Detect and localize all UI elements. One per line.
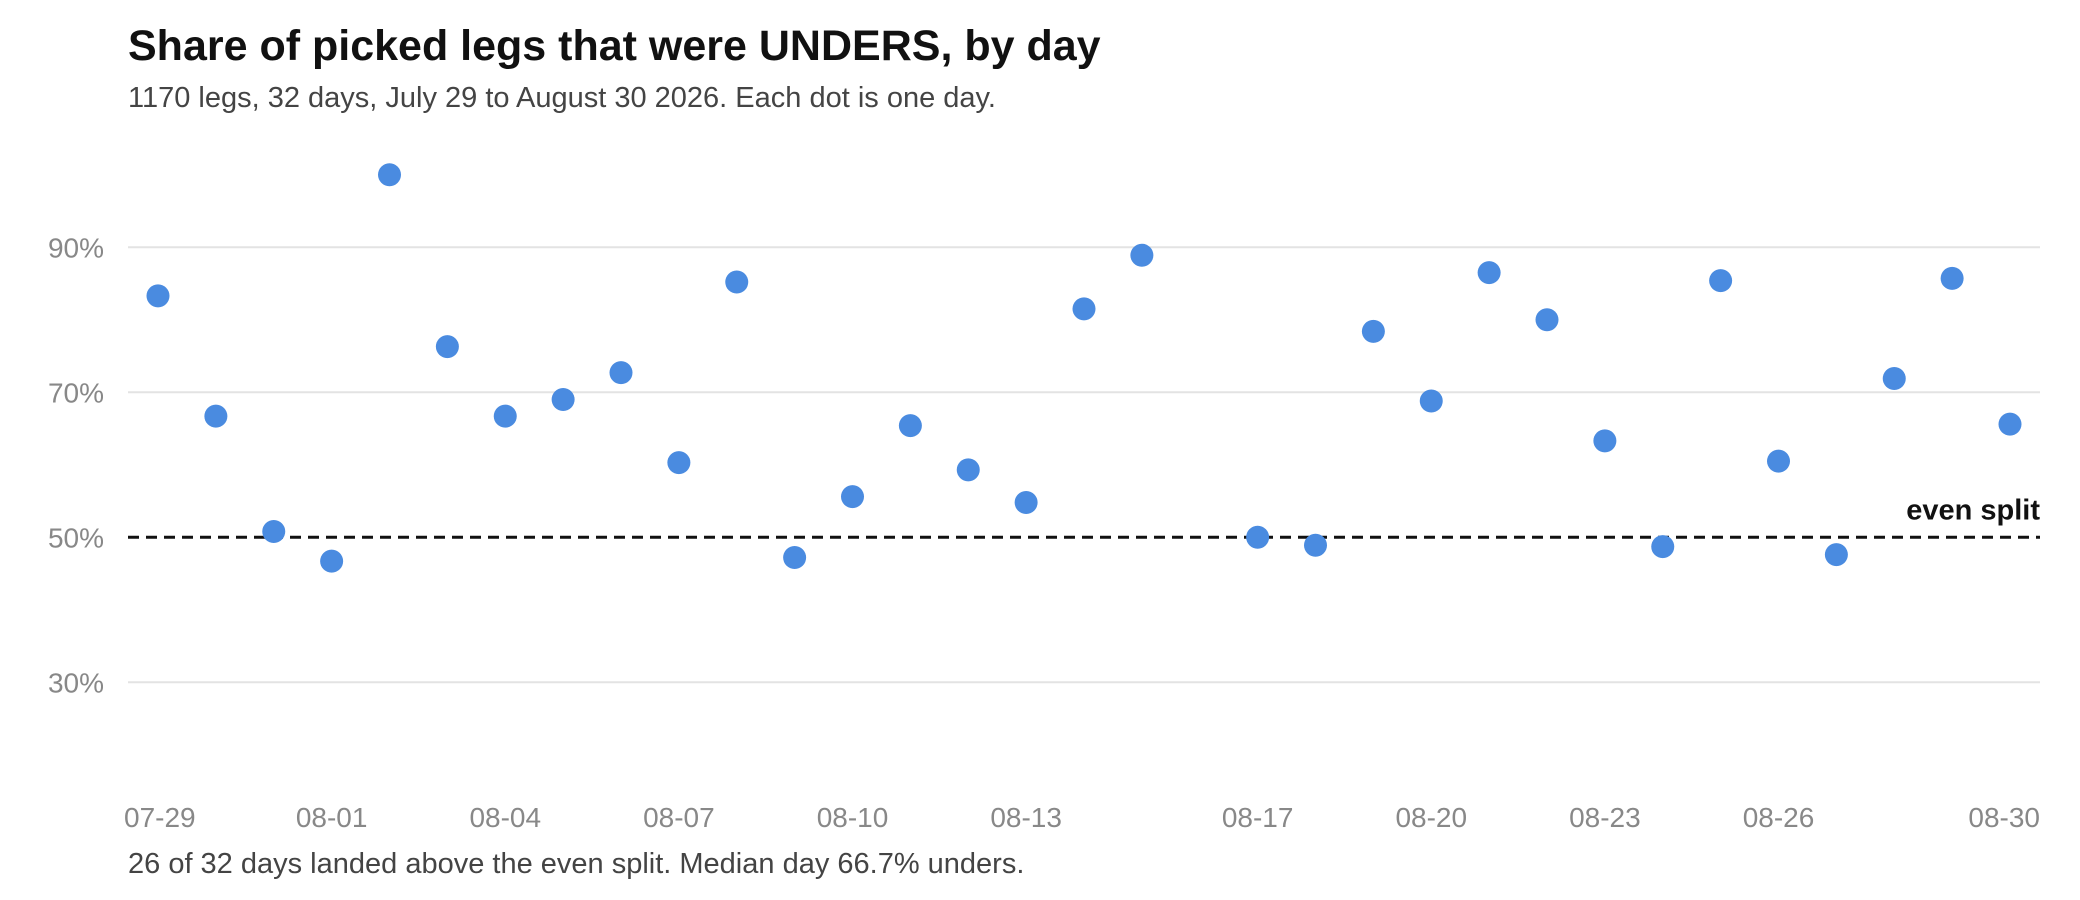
data-point: [262, 519, 286, 543]
data-point: [898, 414, 922, 438]
data-point: [725, 270, 749, 294]
data-point: [1477, 261, 1501, 285]
data-point: [1824, 543, 1848, 567]
data-point: [1998, 412, 2022, 436]
data-point: [146, 284, 170, 308]
gridlines: [128, 246, 2040, 684]
data-point: [841, 485, 864, 509]
reference-line-group: even split: [128, 494, 2040, 539]
chart-title: Share of picked legs that were UNDERS, b…: [128, 22, 1101, 70]
x-tick-label: 08-13: [990, 802, 1062, 833]
data-point: [1130, 243, 1154, 267]
x-tick-label: 08-01: [296, 802, 368, 833]
even-split-label: even split: [1906, 494, 2040, 526]
x-axis-ticks: 07-29 08-01 08-04 08-07 08-10 08-13 08-17 08-20…: [124, 802, 2040, 833]
data-point: [378, 163, 401, 187]
x-tick-label: 08-30: [1968, 802, 2040, 833]
data-point: [667, 451, 691, 475]
x-tick-label: 08-26: [1743, 802, 1815, 833]
y-tick-label: 90%: [48, 232, 104, 263]
data-point: [1014, 490, 1038, 514]
data-point: [1593, 429, 1617, 453]
data-point: [320, 549, 344, 573]
data-point: [1767, 449, 1790, 473]
data-point: [204, 404, 228, 428]
data-point: [1419, 389, 1443, 413]
y-tick-label: 50%: [48, 522, 104, 553]
x-tick-label: 08-10: [817, 802, 889, 833]
data-point: [783, 546, 807, 570]
x-tick-label: 08-20: [1395, 802, 1467, 833]
data-point: [1304, 533, 1327, 557]
data-point: [956, 458, 980, 482]
data-point: [1940, 266, 1964, 290]
data-point: [435, 335, 459, 359]
data-point: [1361, 319, 1385, 343]
x-tick-label: 08-17: [1222, 802, 1294, 833]
y-tick-label: 70%: [48, 377, 104, 408]
x-tick-label: 08-23: [1569, 802, 1641, 833]
data-point: [493, 404, 517, 428]
data-point: [1246, 525, 1270, 549]
data-points: [146, 163, 2022, 573]
data-point: [609, 361, 633, 385]
x-tick-label: 08-04: [469, 802, 541, 833]
chart-subtitle: 1170 legs, 32 days, July 29 to August 30…: [128, 82, 996, 114]
x-tick-label: 08-07: [643, 802, 715, 833]
data-point: [1882, 366, 1906, 390]
data-point: [551, 388, 575, 411]
y-tick-label: 30%: [48, 667, 104, 698]
chart-footnote: 26 of 32 days landed above the even spli…: [128, 848, 1025, 880]
x-tick-label: 07-29: [124, 802, 196, 833]
data-point: [1651, 535, 1675, 559]
y-axis-ticks: 30% 50% 70% 90%: [48, 232, 104, 698]
data-point: [1535, 308, 1559, 332]
data-point: [1072, 297, 1096, 321]
data-point: [1709, 269, 1733, 293]
scatter-plot: 30%50%70%90% even split 07-29 08-01 08-04 0…: [48, 163, 2040, 833]
